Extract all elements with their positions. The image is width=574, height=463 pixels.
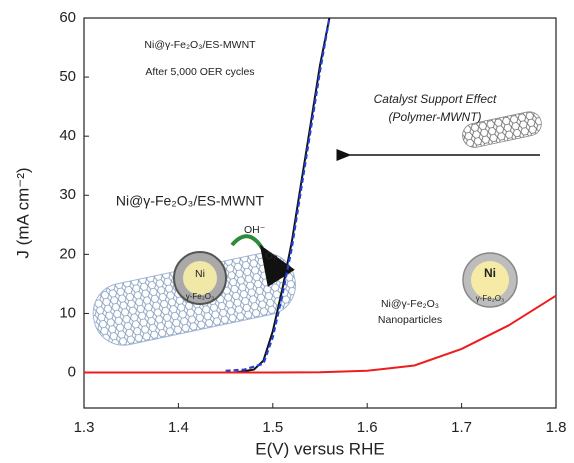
annotation: OH⁻ — [244, 224, 265, 236]
annotation: Ni — [484, 266, 496, 280]
x-tick-label: 1.4 — [168, 419, 189, 436]
annotation: Nanoparticles — [378, 314, 442, 326]
annotation: Ni@γ-Fe₂O₃/ES-MWNT — [116, 193, 265, 209]
y-tick-label: 40 — [59, 127, 76, 144]
series-line — [84, 294, 557, 374]
y-tick-label: 0 — [68, 364, 76, 381]
annotation: Ni — [195, 268, 205, 280]
plot-frame — [83, 17, 557, 409]
x-tick-label: 1.3 — [74, 419, 95, 436]
annotation: After 5,000 OER cycles — [145, 66, 254, 78]
annotation: γ-Fe₂O₃ — [186, 292, 215, 301]
y-tick-label: 10 — [59, 304, 76, 321]
annotation: Catalyst Support Effect — [374, 92, 497, 106]
y-tick-label: 50 — [59, 68, 76, 85]
x-tick-label: 1.7 — [451, 419, 472, 436]
y-tick-label: 30 — [59, 186, 76, 203]
annotation: Ni@γ-Fe₂O₃/ES-MWNT — [144, 39, 256, 51]
y-tick-label: 60 — [59, 9, 76, 26]
x-axis-label: E(V) versus RHE — [255, 439, 384, 458]
series-line — [225, 17, 331, 372]
annotation: O₂ — [265, 250, 278, 262]
annotation: Ni@γ-Fe₂O₃ — [381, 298, 439, 310]
annotation: γ-Fe₂O₃ — [476, 294, 505, 303]
x-tick-label: 1.6 — [357, 419, 378, 436]
x-tick-label: 1.5 — [262, 419, 283, 436]
annotation: (Polymer-MWNT) — [388, 110, 481, 124]
illustration — [92, 111, 542, 346]
x-tick-label: 1.8 — [546, 419, 567, 436]
y-axis-label: J (mA cm⁻²) — [13, 167, 32, 258]
y-tick-label: 20 — [59, 245, 76, 262]
